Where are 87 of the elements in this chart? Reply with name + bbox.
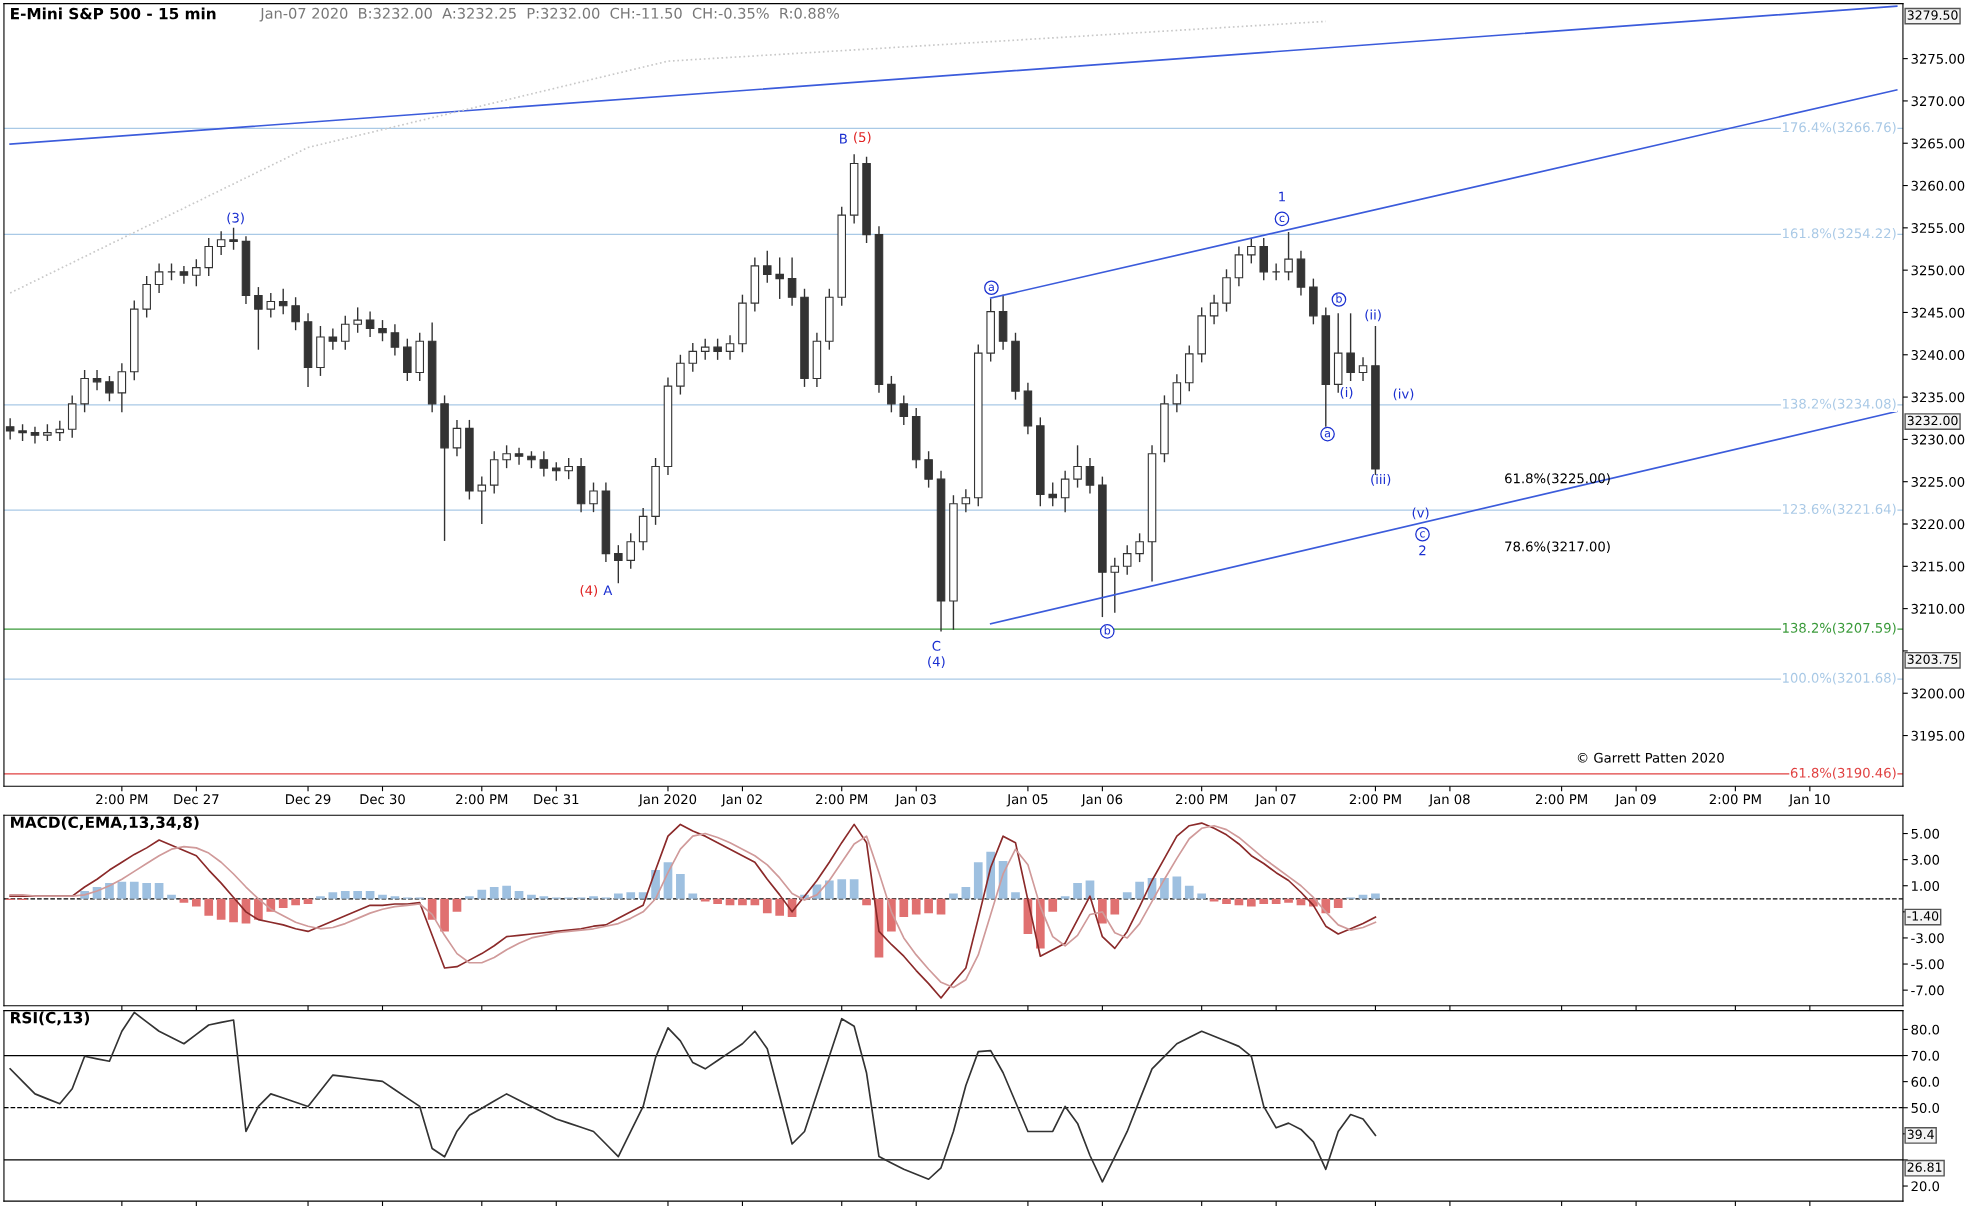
- annotation: © Garrett Patten 2020: [1577, 752, 1724, 763]
- y-tick-label: 70.0: [1911, 1050, 1940, 1061]
- x-tick-label: Dec 27: [174, 794, 219, 805]
- y-tick-label: 3220.00: [1911, 519, 1965, 530]
- y-tick-label: 3215.00: [1911, 561, 1965, 572]
- y-tick-label: 20.0: [1911, 1181, 1940, 1192]
- x-tick-label: Jan 07: [1254, 794, 1296, 807]
- chart-title: E-Mini S&P 500 - 15 min: [11, 7, 216, 20]
- x-tick-label: Jan 05: [1006, 794, 1048, 807]
- x-tick-label: 2:00 PM: [1349, 794, 1401, 805]
- y-tick-label: 3245.00: [1911, 307, 1965, 318]
- x-tick-label: Jan 03: [894, 794, 936, 807]
- annotation: 61.8%(3225.00): [1505, 473, 1610, 485]
- ref-line-label: 138.2%(3234.08): [1783, 398, 1896, 411]
- x-tick-label: Jan 10: [1788, 794, 1830, 807]
- text: 3203.75: [1907, 654, 1958, 664]
- y-tick-label: 3.00: [1911, 854, 1940, 865]
- y-tick-label: 3255.00: [1911, 223, 1965, 234]
- y-tick-label: 3225.00: [1911, 476, 1965, 487]
- text: -1.40: [1907, 911, 1939, 921]
- x-tick-label: 2:00 PM: [1176, 794, 1227, 805]
- annotation: 2: [1419, 545, 1426, 556]
- annotation: c: [1420, 531, 1425, 538]
- y-tick-label: 3210.00: [1911, 603, 1965, 614]
- x-tick-label: Jan 2020: [638, 794, 697, 807]
- y-tick-label: 3270.00: [1911, 96, 1965, 107]
- annotation: a: [988, 284, 994, 291]
- annotation: (ii): [1365, 309, 1381, 322]
- ref-line-label: 176.4%(3266.76): [1783, 121, 1896, 134]
- y-tick-label: 3200.00: [1911, 688, 1965, 699]
- annotation: a: [1324, 430, 1330, 438]
- y-tick-label: 5.00: [1911, 828, 1940, 839]
- annotation: (i): [1340, 387, 1353, 399]
- x-tick-label: 2:00 PM: [96, 794, 148, 805]
- x-tick-label: Dec 30: [360, 794, 405, 805]
- annotation: (4): [580, 585, 598, 597]
- y-tick-label: 3265.00: [1911, 138, 1965, 149]
- x-tick-label: Jan 06: [1081, 794, 1123, 807]
- x-tick-label: Jan 08: [1428, 794, 1470, 807]
- annotation: (iii): [1371, 473, 1391, 486]
- y-tick-label: -7.00: [1911, 985, 1944, 996]
- x-tick-label: Jan 09: [1614, 794, 1656, 807]
- annotation: b: [1336, 294, 1342, 303]
- ref-line-label: 161.8%(3254.22): [1783, 228, 1896, 240]
- annotation: A: [603, 585, 613, 596]
- y-tick-label: -5.00: [1911, 959, 1944, 970]
- annotation: (iv): [1393, 388, 1414, 401]
- y-tick-label: 3275.00: [1911, 53, 1965, 64]
- x-tick-label: Dec 29: [286, 794, 331, 805]
- y-tick-label: 80.0: [1911, 1024, 1940, 1035]
- y-tick-label: 3240.00: [1911, 349, 1965, 360]
- y-tick-label: 3195.00: [1911, 730, 1965, 741]
- annotation: (v): [1412, 507, 1429, 520]
- ref-line-label: 123.6%(3221.64): [1783, 503, 1896, 516]
- ref-line-label: 61.8%(3190.46): [1790, 767, 1896, 780]
- x-tick-label: 2:00 PM: [816, 794, 868, 805]
- y-tick-label: 1.00: [1912, 880, 1940, 891]
- y-tick-label: 50.0: [1911, 1102, 1940, 1113]
- annotation: c: [1279, 215, 1285, 223]
- y-tick-label: 3235.00: [1911, 392, 1965, 403]
- x-tick-label: 2:00 PM: [1536, 794, 1587, 805]
- ref-line-label: 100.0%(3201.68): [1783, 672, 1896, 685]
- y-tick-label: -3.00: [1911, 933, 1944, 944]
- chart-subtitle: Jan-07 2020 B:3232.00 A:3232.25 P:3232.00 CH:-11.50 CH:-0.35% R:0.88%: [259, 7, 839, 22]
- annotation: C: [932, 640, 941, 651]
- y-tick-label: 60.0: [1911, 1076, 1940, 1087]
- chart-title: RSI(C,13): [11, 1011, 90, 1026]
- y-tick-label: 3260.00: [1911, 180, 1965, 191]
- annotation: 1: [1279, 191, 1285, 202]
- text: 3279.50: [1907, 10, 1958, 20]
- chart-title: MACD(C,EMA,13,34,8): [11, 816, 199, 830]
- annotation: B: [840, 133, 847, 144]
- x-tick-label: Dec 31: [534, 794, 579, 805]
- text: 39.4: [1907, 1129, 1934, 1140]
- annotation: b: [1104, 625, 1111, 635]
- annotation: (5): [854, 131, 871, 144]
- y-tick-label: 3250.00: [1911, 265, 1965, 276]
- text: 3232.00: [1907, 415, 1958, 426]
- annotation: (3): [227, 212, 244, 225]
- x-tick-label: Jan 02: [721, 794, 762, 807]
- annotation: (4): [928, 656, 945, 669]
- ref-line-label: 138.2%(3207.59): [1783, 622, 1896, 635]
- x-tick-label: 2:00 PM: [1709, 794, 1761, 805]
- text: 26.81: [1907, 1162, 1942, 1172]
- y-tick-label: 3230.00: [1911, 434, 1965, 445]
- x-tick-label: 2:00 PM: [456, 794, 508, 805]
- annotation: 78.6%(3217.00): [1505, 541, 1610, 553]
